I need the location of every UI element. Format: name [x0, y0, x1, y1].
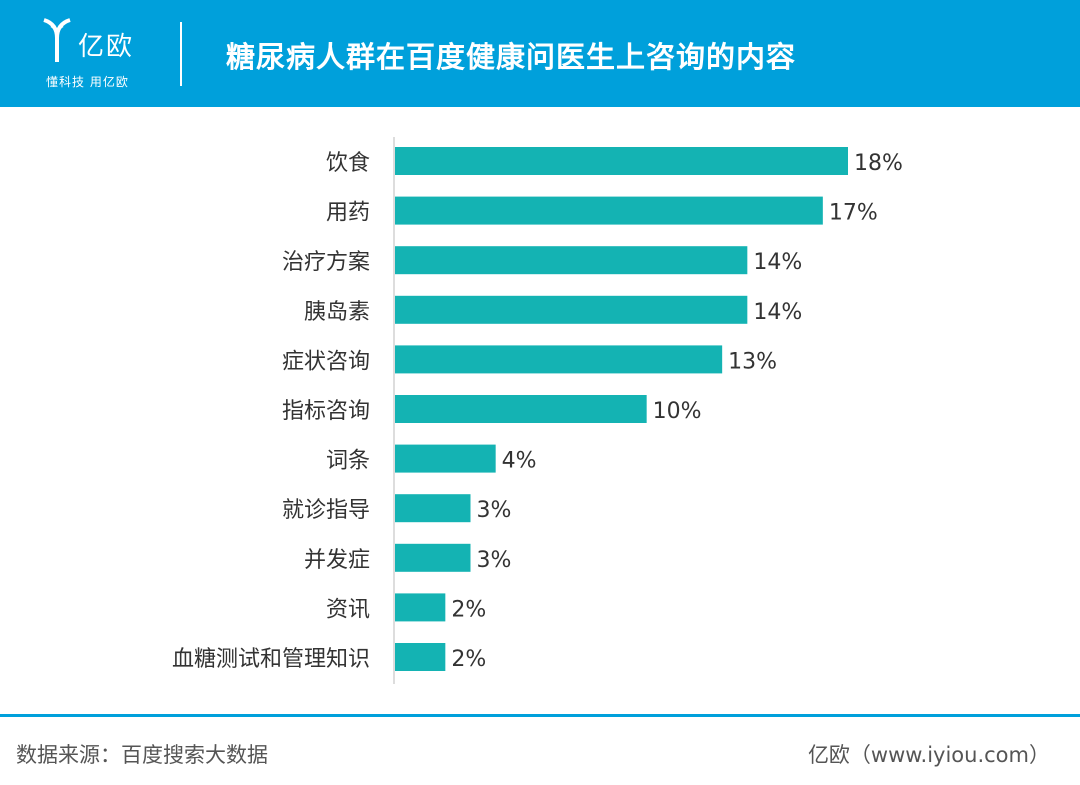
bar [395, 196, 823, 225]
bar [395, 494, 471, 523]
category-label: 治疗方案 [282, 250, 370, 275]
bar [395, 593, 446, 622]
category-label: 指标咨询 [282, 399, 370, 424]
chart-title: 糖尿病人群在百度健康问医生上咨询的内容 [226, 40, 797, 74]
bar-value-label: 3% [477, 498, 512, 523]
bar-chart: 饮食 18% 用药 17% 治疗方案 14% 胰岛素 14% 症状咨询 13% 指标咨询 10% 词条 4… [172, 137, 903, 684]
bar-value-label: 4% [502, 449, 537, 474]
bar [395, 395, 647, 423]
bar-value-label: 3% [477, 548, 512, 573]
bar-value-label: 17% [829, 201, 878, 226]
bar [395, 246, 748, 275]
category-label: 血糖测试和管理知识 [172, 647, 370, 672]
bar [395, 295, 748, 324]
category-label: 饮食 [326, 151, 370, 176]
credit-text: 亿欧（www.iyiou.com） [807, 743, 1050, 767]
category-label: 资讯 [326, 597, 370, 622]
header-divider [180, 22, 182, 86]
category-label: 并发症 [304, 548, 370, 573]
category-label: 胰岛素 [304, 300, 370, 325]
data-source: 数据来源：百度搜索大数据 [16, 743, 268, 767]
bar [395, 147, 848, 175]
bar-value-label: 18% [854, 151, 903, 176]
bar-value-label: 10% [653, 399, 702, 424]
logo-icon [43, 18, 71, 62]
bar-value-label: 13% [728, 349, 777, 374]
category-label: 词条 [326, 449, 370, 474]
category-label: 就诊指导 [282, 498, 370, 523]
bar-value-label: 14% [753, 250, 802, 275]
bar-value-label: 2% [451, 647, 486, 672]
bar [395, 543, 471, 572]
bar-value-label: 2% [451, 597, 486, 622]
bar [395, 345, 723, 374]
bar [395, 643, 446, 671]
bar-value-label: 14% [753, 300, 802, 325]
category-label: 症状咨询 [282, 349, 370, 374]
brand-slogan: 懂科技 用亿欧 [46, 75, 129, 89]
header-banner: 亿欧 懂科技 用亿欧 糖尿病人群在百度健康问医生上咨询的内容 [0, 0, 1080, 107]
category-label: 用药 [326, 201, 370, 226]
brand-name: 亿欧 [78, 32, 135, 62]
footer-divider [0, 714, 1080, 717]
bar [395, 444, 496, 473]
